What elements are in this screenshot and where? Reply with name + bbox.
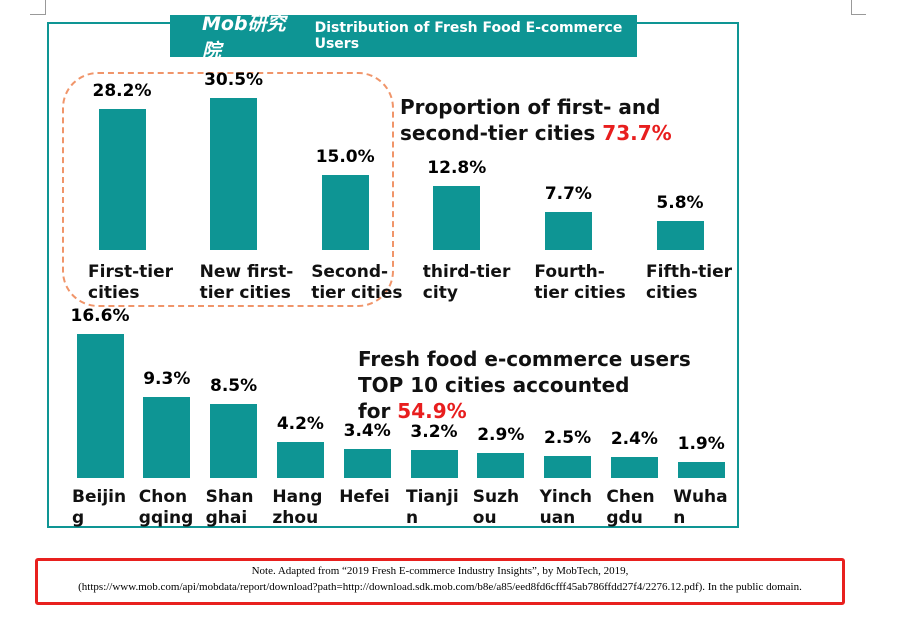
bar xyxy=(76,334,124,478)
value-label: 2.5% xyxy=(544,428,592,449)
category-label: Wuhan xyxy=(673,487,728,528)
corner-mark xyxy=(851,0,852,15)
category-label: Hefei xyxy=(339,487,390,507)
category-label: Chengdu xyxy=(606,487,655,528)
annotation-highlight: 54.9% xyxy=(397,399,467,423)
value-label: 15.0% xyxy=(315,147,375,168)
value-label: 9.3% xyxy=(143,369,191,390)
category-label: Fifth-tier cities xyxy=(646,262,732,303)
annotation: Fresh food e-commerce users TOP 10 citie… xyxy=(358,346,728,424)
corner-mark xyxy=(45,0,46,15)
value-label: 12.8% xyxy=(427,158,487,179)
logo: Mob研究院 xyxy=(202,13,286,62)
bar xyxy=(477,452,525,478)
value-label: 8.5% xyxy=(210,376,258,397)
value-label: 2.9% xyxy=(477,424,525,445)
value-label: 4.2% xyxy=(276,413,324,434)
category-label: Beijing xyxy=(72,487,127,528)
bar xyxy=(210,404,258,478)
annotation-text: Proportion of first- and second-tier cit… xyxy=(400,95,661,145)
note: Note. Adapted from “2019 Fresh E-commerc… xyxy=(35,558,845,605)
category-label: Yinchuan xyxy=(539,487,593,528)
bar xyxy=(276,441,324,478)
bar xyxy=(610,457,658,478)
bar xyxy=(143,397,191,478)
highlight-box xyxy=(62,72,394,307)
category-label: third-tier city xyxy=(422,262,511,303)
bar xyxy=(433,186,481,250)
header: Mob研究院 Distribution of Fresh Food E-comm… xyxy=(170,13,637,62)
corner-mark xyxy=(30,14,45,15)
value-label: 3.2% xyxy=(410,422,458,443)
bar xyxy=(544,211,592,250)
bar xyxy=(410,450,458,478)
value-label: 1.9% xyxy=(677,433,725,454)
category-label: Shanghai xyxy=(205,487,254,528)
bar xyxy=(656,221,704,250)
annotation: Proportion of first- and second-tier cit… xyxy=(400,94,740,146)
value-label: 16.6% xyxy=(70,306,130,326)
category-label: Chongqing xyxy=(138,487,194,528)
note-line: Note. Adapted from “2019 Fresh E-commerc… xyxy=(251,565,629,577)
bar xyxy=(98,109,146,250)
bar xyxy=(544,456,592,478)
category-label: New first-tier cities xyxy=(199,262,294,303)
bar xyxy=(343,448,391,478)
value-label: 7.7% xyxy=(544,183,592,204)
annotation-highlight: 73.7% xyxy=(602,121,672,145)
value-label: 30.5% xyxy=(204,70,264,90)
bar xyxy=(321,175,369,250)
category-label: Suzhou xyxy=(472,487,520,528)
note-line: (https://www.mob.com/api/mobdata/report/… xyxy=(78,581,802,593)
category-label: Tianjin xyxy=(406,487,459,528)
category-label: Second-tier cities xyxy=(311,262,403,303)
category-label: First-tier cities xyxy=(88,262,173,303)
value-label: 2.4% xyxy=(610,429,658,450)
chart-title: Distribution of Fresh Food E-commerce Us… xyxy=(314,20,623,52)
bar xyxy=(210,98,258,250)
category-label: Hangzhou xyxy=(272,487,323,528)
value-label: 28.2% xyxy=(92,81,152,102)
annotation-text: Fresh food e-commerce users TOP 10 citie… xyxy=(358,347,691,423)
bar xyxy=(677,461,725,478)
value-label: 3.4% xyxy=(343,420,391,441)
value-label: 5.8% xyxy=(656,193,704,214)
corner-mark xyxy=(851,14,866,15)
category-label: Fourth-tier cities xyxy=(534,262,626,303)
